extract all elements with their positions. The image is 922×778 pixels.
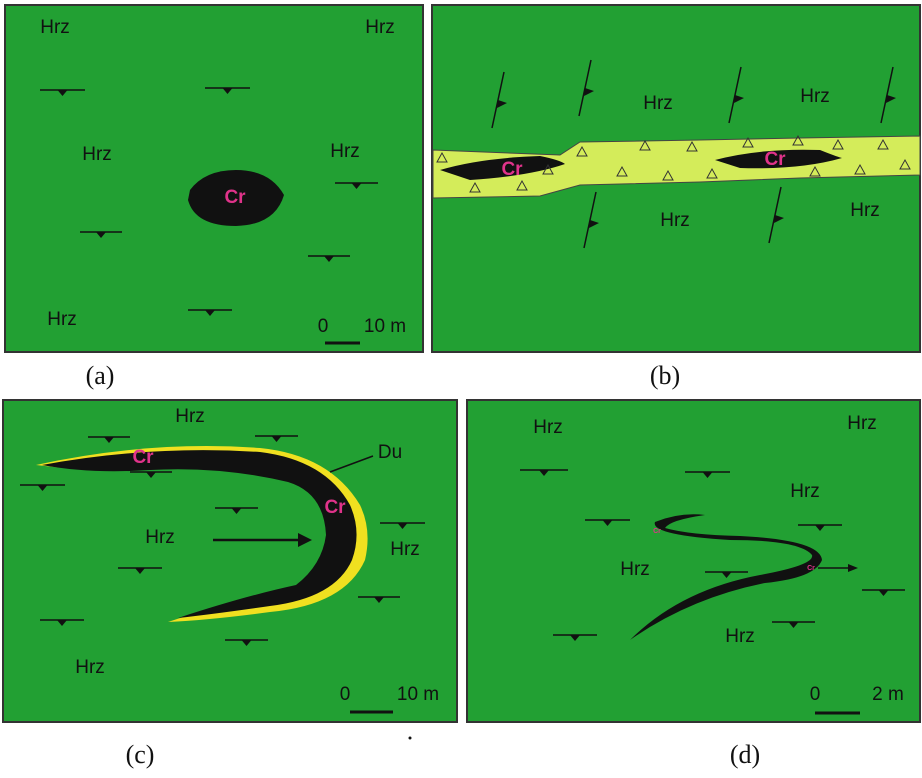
label: Hrz	[365, 17, 395, 38]
scale-zero: 0	[318, 316, 329, 337]
label: Hrz	[790, 481, 820, 502]
figure: Hrz Hrz Hrz Hrz Hrz Cr (a) 0 10 m Hrz Hrz Hrz Hrz Cr C…	[0, 0, 922, 778]
label: Hrz	[175, 406, 205, 427]
label: Cr	[653, 528, 661, 535]
label: Hrz	[800, 86, 830, 107]
label: Hrz	[82, 144, 112, 165]
label: Hrz	[40, 17, 70, 38]
scale-zero: 0	[810, 684, 821, 705]
label: Cr	[764, 149, 786, 170]
scale-zero: 0	[340, 684, 351, 705]
scale-length: 10 m	[397, 684, 439, 705]
label: Cr	[324, 497, 346, 518]
label: Hrz	[390, 539, 420, 560]
label: Hrz	[725, 626, 755, 647]
caption: (b)	[650, 361, 680, 390]
label: Hrz	[847, 413, 877, 434]
label: Hrz	[660, 210, 690, 231]
caption: (a)	[86, 361, 115, 390]
label: Hrz	[47, 309, 77, 330]
caption: (d)	[730, 740, 760, 769]
label: Hrz	[850, 200, 880, 221]
label: Cr	[501, 159, 523, 180]
label: Du	[378, 442, 402, 463]
label: Hrz	[145, 527, 175, 548]
label: Cr	[224, 187, 246, 208]
scale-length: 2 m	[872, 684, 904, 705]
label: Cr	[132, 447, 154, 468]
label: Hrz	[643, 93, 673, 114]
label: Hrz	[330, 141, 360, 162]
label: Hrz	[75, 657, 105, 678]
dot	[409, 737, 412, 740]
scale-length: 10 m	[364, 316, 406, 337]
label: Cr	[807, 565, 815, 572]
label: Hrz	[620, 559, 650, 580]
caption: (c)	[126, 740, 155, 769]
label: Hrz	[533, 417, 563, 438]
panel-d	[467, 400, 920, 722]
